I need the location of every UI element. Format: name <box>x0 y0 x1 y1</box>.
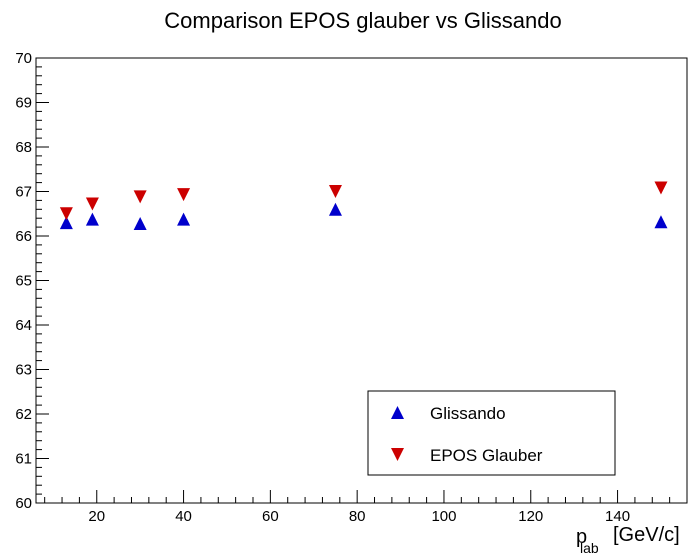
y-tick-label: 64 <box>15 317 32 334</box>
y-tick-label: 62 <box>15 406 32 423</box>
marker-epos-glauber <box>177 188 191 202</box>
x-tick-label: 80 <box>349 508 366 525</box>
marker-glissando <box>328 202 342 216</box>
chart-title: Comparison EPOS glauber vs Glissando <box>164 8 561 33</box>
marker-glissando <box>654 215 668 229</box>
legend-box <box>367 390 616 476</box>
legend-label-epos-glauber: EPOS Glauber <box>430 446 543 465</box>
x-axis-label-sub: lab <box>580 540 599 556</box>
x-axis-label-main: p <box>576 526 587 548</box>
marker-epos-glauber <box>133 190 147 204</box>
y-tick-label: 61 <box>15 451 32 468</box>
x-tick-label: 120 <box>518 508 543 525</box>
marker-glissando <box>177 212 191 226</box>
y-tick-label: 68 <box>15 139 32 156</box>
y-tick-label: 60 <box>15 495 32 512</box>
x-tick-label: 60 <box>262 508 279 525</box>
y-tick-label: 67 <box>15 184 32 201</box>
marker-epos-glauber <box>654 181 668 195</box>
legend-marker-glissando <box>391 406 404 419</box>
x-tick-label: 140 <box>605 508 630 525</box>
x-tick-label: 100 <box>431 508 456 525</box>
legend: Glissando EPOS Glauber <box>367 390 616 476</box>
x-axis-label-unit: [GeV/c] <box>613 524 680 546</box>
y-tick-label: 66 <box>15 228 32 245</box>
y-tick-label: 69 <box>15 95 32 112</box>
x-axis: 20 40 60 80 100 120 140 <box>44 490 688 525</box>
legend-label-glissando: Glissando <box>430 404 506 423</box>
marker-glissando <box>59 216 73 230</box>
y-axis: 60 61 62 63 64 65 66 67 68 69 70 <box>15 50 49 512</box>
x-tick-label: 40 <box>175 508 192 525</box>
y-tick-label: 63 <box>15 362 32 379</box>
y-tick-label: 70 <box>15 50 32 67</box>
marker-epos-glauber <box>85 197 99 211</box>
marker-epos-glauber <box>328 185 342 198</box>
x-axis-label: p lab [GeV/c] <box>576 524 680 556</box>
data-markers <box>59 181 668 231</box>
marker-glissando <box>85 212 99 226</box>
x-tick-label: 20 <box>88 508 105 525</box>
marker-glissando <box>133 217 147 231</box>
y-tick-label: 65 <box>15 273 32 290</box>
legend-marker-epos-glauber <box>391 448 404 461</box>
marker-epos-glauber <box>59 207 73 221</box>
